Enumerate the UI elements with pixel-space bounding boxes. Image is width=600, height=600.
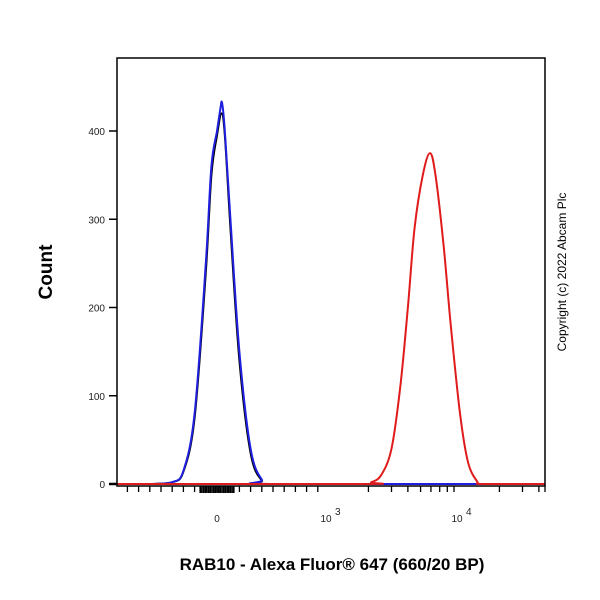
x-axis-label: RAB10 - Alexa Fluor® 647 (660/20 BP) [180,555,485,574]
x-tick-label: 0 [214,514,220,525]
y-tick-label: 200 [88,304,105,315]
series-line-0 [116,112,546,486]
y-tick-label: 100 [88,392,105,403]
y-axis: 0 100 200 300 400 [88,127,117,491]
y-axis-label: Count [36,244,57,300]
x-tick-label: 10 [320,514,332,525]
series-layer [116,100,546,486]
y-tick-label: 300 [88,215,105,226]
series-line-1 [116,100,546,486]
x-tick-label: 10 [451,514,463,525]
x-tick-exponent: 3 [335,507,341,518]
x-tick-exponent: 4 [466,507,472,518]
y-tick-label: 400 [88,127,105,138]
y-tick-label: 0 [99,480,105,491]
plot-frame [116,57,546,487]
series-line-2 [116,152,546,485]
copyright-annotation: Copyright (c) 2022 Abcam Plc [555,193,569,352]
